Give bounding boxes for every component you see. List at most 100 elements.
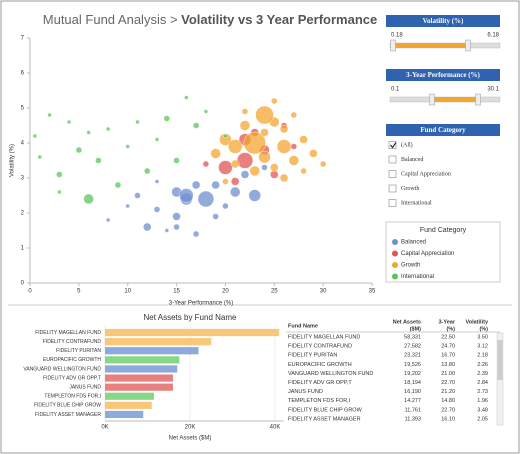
y-tick-label: FIDELITY CONTRAFUND — [43, 339, 102, 345]
x-tick-label: 25 — [271, 289, 278, 295]
bubble — [222, 178, 229, 185]
bubble — [172, 212, 181, 221]
bubble — [248, 189, 261, 202]
table-cell: 14,277 — [404, 398, 421, 404]
slider-handle[interactable] — [429, 93, 435, 106]
bar — [105, 392, 154, 400]
filter-title: Volatility (%) — [423, 17, 464, 25]
bubble — [202, 160, 210, 168]
table-cell: 14.80 — [441, 398, 455, 404]
table-cell: 58,331 — [404, 334, 421, 340]
title-prefix: Mutual Fund Analysis > — [43, 12, 181, 27]
bubble — [258, 150, 271, 164]
bubble — [197, 190, 215, 208]
bubble — [227, 139, 243, 154]
bubble — [83, 193, 94, 205]
bubble — [300, 167, 307, 175]
bar-chart-title: Net Assets by Fund Name — [144, 313, 237, 322]
scroll-thumb[interactable] — [497, 340, 503, 380]
bubble — [229, 186, 241, 198]
bubble — [309, 149, 318, 158]
checkbox-label: Capital Appreciation — [401, 171, 451, 177]
y-tick-label: FIDELITY ADV GR OPP,T — [43, 375, 101, 381]
y-tick-label: TEMPLETON FDS FOR,I — [44, 394, 101, 400]
y-tick-label: FIDELITY ASSET MANAGER — [35, 412, 101, 418]
table-cell: 2.73 — [477, 389, 488, 395]
table-cell: 21.00 — [441, 371, 455, 377]
table-header: Fund Name — [288, 323, 318, 329]
filter-header — [386, 69, 500, 81]
bubble — [32, 133, 38, 139]
legend-title: Fund Category — [420, 227, 467, 234]
table-cell: 3.12 — [477, 344, 488, 350]
table-header: ($M) — [410, 326, 421, 332]
table-cell: 21.20 — [441, 389, 455, 395]
table-cell: 3.48 — [477, 407, 488, 413]
bubble — [261, 164, 268, 171]
x-tick-label: 40K — [270, 425, 281, 431]
legend-label: Growth — [401, 263, 420, 269]
table-cell: 2.26 — [477, 362, 488, 368]
bubble — [249, 165, 260, 177]
table-cell: FIDELITY CONTRAFUND — [288, 344, 352, 350]
table-cell: FIDELITY BLUE CHIP GROW — [288, 407, 363, 413]
y-tick-label: JANUS FUND — [69, 384, 101, 390]
bubble — [47, 112, 52, 118]
table-cell: JANUS FUND — [288, 389, 323, 395]
legend-marker — [392, 239, 398, 245]
table-cell: FIDELITY ASSET MANAGER — [288, 416, 361, 422]
slider-max: 6.18 — [487, 33, 499, 39]
bubble — [290, 111, 298, 119]
table-cell: FIDELITY PURITAN — [288, 353, 337, 359]
checkbox-label: Balanced — [401, 157, 423, 163]
filter-header — [386, 124, 500, 136]
slider-handle[interactable] — [465, 39, 471, 52]
y-tick-label: 6 — [21, 71, 25, 77]
bubble — [219, 133, 232, 146]
checkbox[interactable] — [388, 170, 397, 178]
bubble — [105, 126, 111, 132]
slider-range[interactable] — [432, 97, 478, 102]
bubble — [37, 154, 42, 160]
y-tick-label: 7 — [21, 36, 25, 42]
bubble — [241, 108, 249, 115]
table-cell: 3.50 — [477, 334, 488, 340]
legend-box — [385, 221, 501, 283]
table-cell: 2.18 — [477, 353, 488, 359]
bubble — [230, 159, 240, 169]
slider-min: 0.1 — [391, 87, 400, 93]
table-cell: 23,321 — [404, 353, 421, 359]
bubble — [260, 128, 269, 137]
bubble — [191, 180, 201, 190]
bar — [105, 374, 173, 382]
bubble — [184, 95, 189, 100]
table-header: (%) — [479, 326, 488, 332]
y-tick-label: 1 — [21, 246, 25, 252]
slider-range[interactable] — [393, 43, 468, 48]
table-cell: 11,393 — [405, 416, 421, 422]
checkbox[interactable] — [388, 141, 397, 149]
checkbox[interactable] — [388, 199, 397, 207]
table-cell: FIDELITY ADV GR OPP,T — [288, 380, 352, 386]
y-tick-label: FIDELITY MAGELLAN FUND — [35, 330, 101, 336]
slider-handle[interactable] — [475, 93, 481, 106]
checkbox[interactable] — [388, 155, 397, 164]
x-tick-label: 5 — [77, 289, 81, 295]
bar — [105, 401, 152, 409]
bubble — [95, 157, 102, 164]
legend-marker — [392, 262, 398, 268]
slider-handle[interactable] — [390, 39, 396, 52]
bubble — [66, 119, 72, 125]
table-cell: 2.05 — [477, 416, 488, 422]
bubble — [173, 223, 180, 231]
bubble — [163, 115, 171, 122]
bubble — [230, 177, 240, 186]
table-cell: 24.70 — [441, 344, 455, 350]
bubble — [125, 203, 130, 209]
bubble — [173, 157, 180, 164]
bubble — [192, 122, 200, 129]
checkbox[interactable] — [388, 184, 397, 193]
table-cell: 16,190 — [404, 389, 421, 395]
table-cell: 11,761 — [405, 407, 421, 413]
y-tick-label: EUROPACIFIC GROWTH — [43, 357, 101, 363]
